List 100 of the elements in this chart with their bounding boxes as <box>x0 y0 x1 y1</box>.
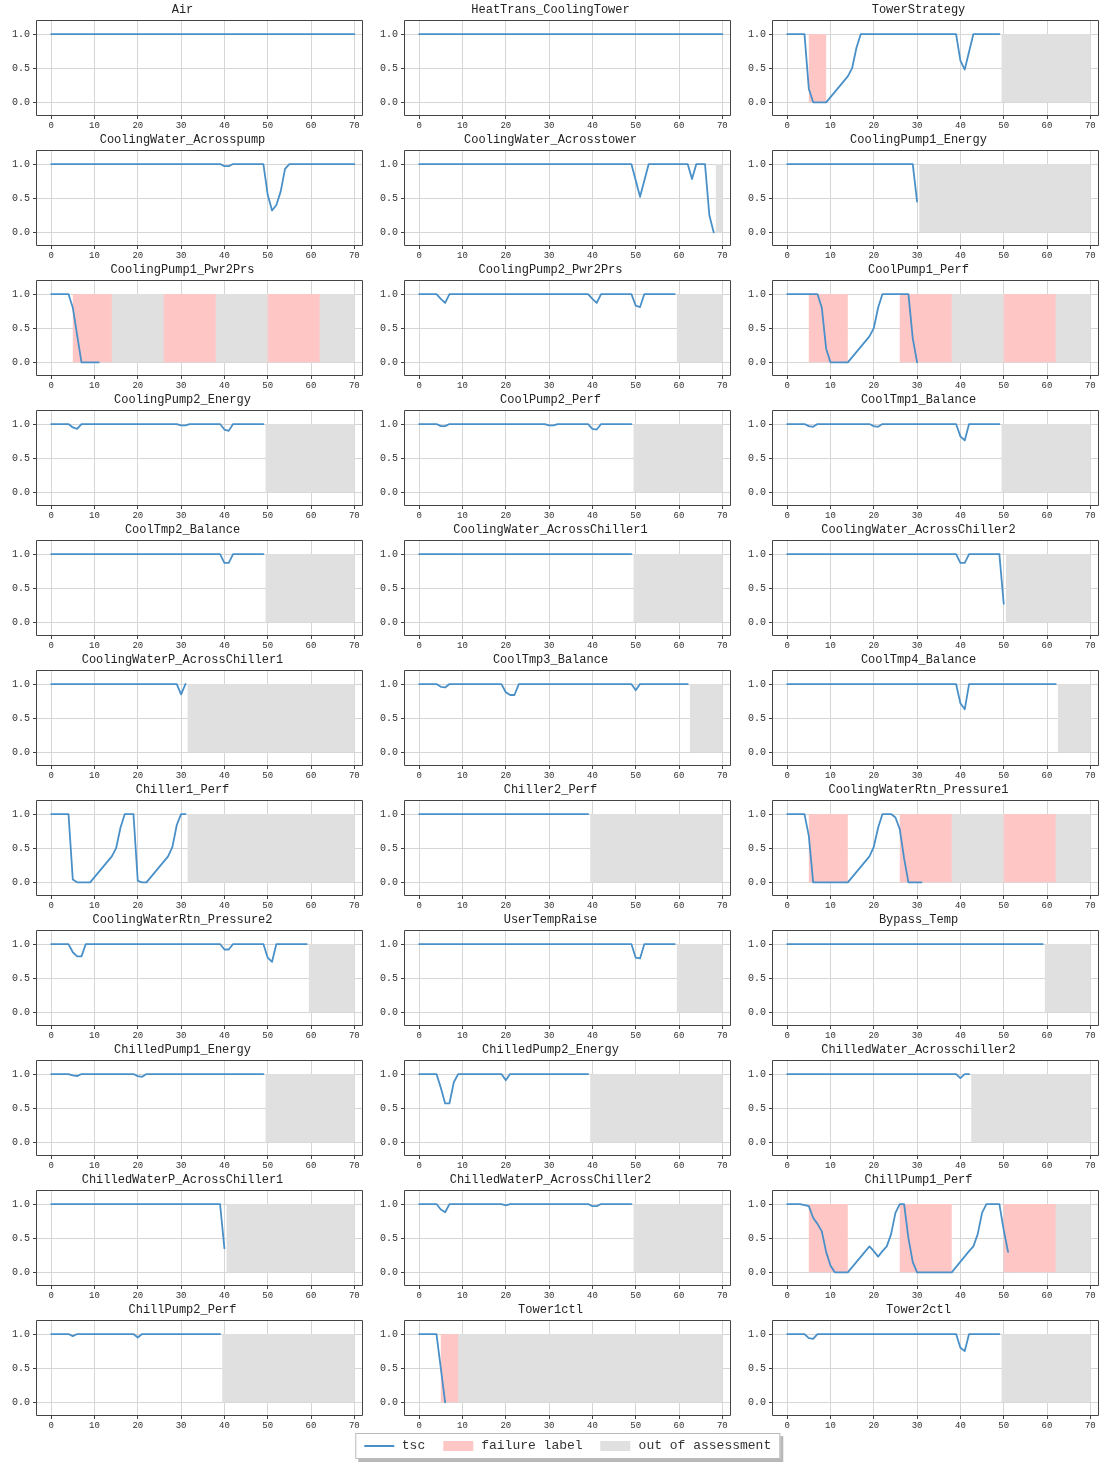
x-tick-label: 10 <box>89 1030 100 1041</box>
y-tick-label: 1.0 <box>11 28 30 40</box>
y-tick-label: 1.0 <box>747 1328 766 1340</box>
x-tick-label: 0 <box>784 1420 790 1431</box>
y-tick-label: 0.5 <box>379 712 398 724</box>
x-tick-label: 60 <box>1041 900 1053 911</box>
x-tick-label: 30 <box>911 900 923 911</box>
y-tick-label: 1.0 <box>11 938 30 950</box>
x-tick-label: 70 <box>1084 770 1096 781</box>
x-tick-label: 50 <box>998 510 1010 521</box>
x-tick-label: 50 <box>630 900 642 911</box>
y-tick-label: 0.0 <box>11 1396 30 1408</box>
x-tick-label: 0 <box>784 640 790 651</box>
x-tick-label: 10 <box>457 250 468 261</box>
x-tick-label: 10 <box>457 510 468 521</box>
x-tick-label: 0 <box>416 1030 422 1041</box>
x-tick-label: 60 <box>673 510 685 521</box>
x-tick-label: 70 <box>716 1420 728 1431</box>
y-tick-label: 0.0 <box>379 226 398 238</box>
x-tick-label: 70 <box>716 640 728 651</box>
y-tick-label: 1.0 <box>379 548 398 560</box>
x-tick-label: 20 <box>868 640 880 651</box>
x-tick-label: 20 <box>868 1290 880 1301</box>
y-tick-label: 0.5 <box>379 192 398 204</box>
x-tick-label: 30 <box>911 1420 923 1431</box>
chart-title: Tower1ctl <box>518 1303 583 1318</box>
x-tick-label: 10 <box>825 120 836 131</box>
x-tick-label: 30 <box>911 510 923 521</box>
y-tick-label: 0.0 <box>11 876 30 888</box>
y-tick-label: 1.0 <box>379 1198 398 1210</box>
x-tick-label: 10 <box>825 900 836 911</box>
x-tick-label: 30 <box>175 900 187 911</box>
y-tick-label: 0.0 <box>747 876 766 888</box>
x-tick-label: 60 <box>673 120 685 131</box>
x-tick-label: 20 <box>132 900 144 911</box>
chart-title: Chiller2_Perf <box>503 783 598 798</box>
x-tick-label: 50 <box>630 250 642 261</box>
chart-title: CoolingWaterRtn_Pressure2 <box>92 913 273 928</box>
x-tick-label: 10 <box>457 380 468 391</box>
x-tick-label: 30 <box>911 1030 923 1041</box>
x-tick-label: 40 <box>587 1030 598 1041</box>
x-tick-label: 0 <box>48 1030 54 1041</box>
x-tick-label: 60 <box>1041 640 1053 651</box>
x-tick-label: 20 <box>132 120 144 131</box>
x-tick-label: 20 <box>500 510 512 521</box>
chart-title: CoolingWaterRtn_Pressure1 <box>828 783 1009 798</box>
y-tick-label: 0.5 <box>747 452 766 464</box>
x-tick-label: 40 <box>219 1420 230 1431</box>
x-tick-label: 10 <box>457 1030 468 1041</box>
x-tick-label: 40 <box>587 900 598 911</box>
x-tick-label: 50 <box>262 770 274 781</box>
y-tick-label: 0.0 <box>379 616 398 628</box>
y-tick-label: 0.0 <box>379 1136 398 1148</box>
y-tick-label: 0.5 <box>11 452 30 464</box>
x-tick-label: 60 <box>305 510 317 521</box>
x-tick-label: 10 <box>457 900 468 911</box>
y-tick-label: 0.5 <box>11 1232 30 1244</box>
x-tick-label: 0 <box>784 380 790 391</box>
x-tick-label: 50 <box>630 1290 642 1301</box>
x-tick-label: 60 <box>1041 120 1053 131</box>
x-tick-label: 30 <box>175 1290 187 1301</box>
chart-title: TowerStrategy <box>871 3 966 18</box>
y-tick-label: 1.0 <box>379 678 398 690</box>
x-tick-label: 10 <box>89 1420 100 1431</box>
x-tick-label: 0 <box>48 380 54 391</box>
x-tick-label: 70 <box>716 1030 728 1041</box>
x-tick-label: 20 <box>868 120 880 131</box>
x-tick-label: 30 <box>911 640 923 651</box>
x-tick-label: 10 <box>89 1160 100 1171</box>
legend-label: failure label <box>481 1437 583 1455</box>
x-tick-label: 50 <box>630 510 642 521</box>
x-tick-label: 40 <box>219 510 230 521</box>
x-tick-label: 30 <box>543 380 555 391</box>
y-tick-label: 0.0 <box>11 746 30 758</box>
x-tick-label: 30 <box>543 1290 555 1301</box>
y-tick-label: 0.5 <box>11 842 30 854</box>
y-tick-label: 0.0 <box>747 486 766 498</box>
chart-title: ChilledPump1_Energy <box>114 1043 251 1058</box>
x-tick-label: 40 <box>219 380 230 391</box>
chart-title: Bypass_Temp <box>878 913 959 928</box>
x-tick-label: 20 <box>132 380 144 391</box>
x-tick-label: 70 <box>348 1160 360 1171</box>
y-tick-label: 1.0 <box>11 548 30 560</box>
chart-title: CoolingWaterP_AcrossChiller1 <box>81 653 284 668</box>
x-tick-label: 50 <box>262 1160 274 1171</box>
x-tick-label: 60 <box>305 640 317 651</box>
x-tick-label: 20 <box>132 1290 144 1301</box>
y-tick-label: 0.5 <box>747 1102 766 1114</box>
y-tick-label: 1.0 <box>11 1198 30 1210</box>
x-tick-label: 50 <box>998 770 1010 781</box>
chart-title: CoolingWater_AcrossChiller1 <box>453 523 648 538</box>
x-tick-label: 50 <box>998 640 1010 651</box>
x-tick-label: 20 <box>868 1420 880 1431</box>
x-tick-label: 70 <box>716 510 728 521</box>
y-tick-label: 0.0 <box>379 486 398 498</box>
x-tick-label: 0 <box>48 250 54 261</box>
x-tick-label: 20 <box>868 900 880 911</box>
x-tick-label: 20 <box>132 250 144 261</box>
y-tick-label: 0.0 <box>747 1396 766 1408</box>
y-tick-label: 0.0 <box>379 356 398 368</box>
